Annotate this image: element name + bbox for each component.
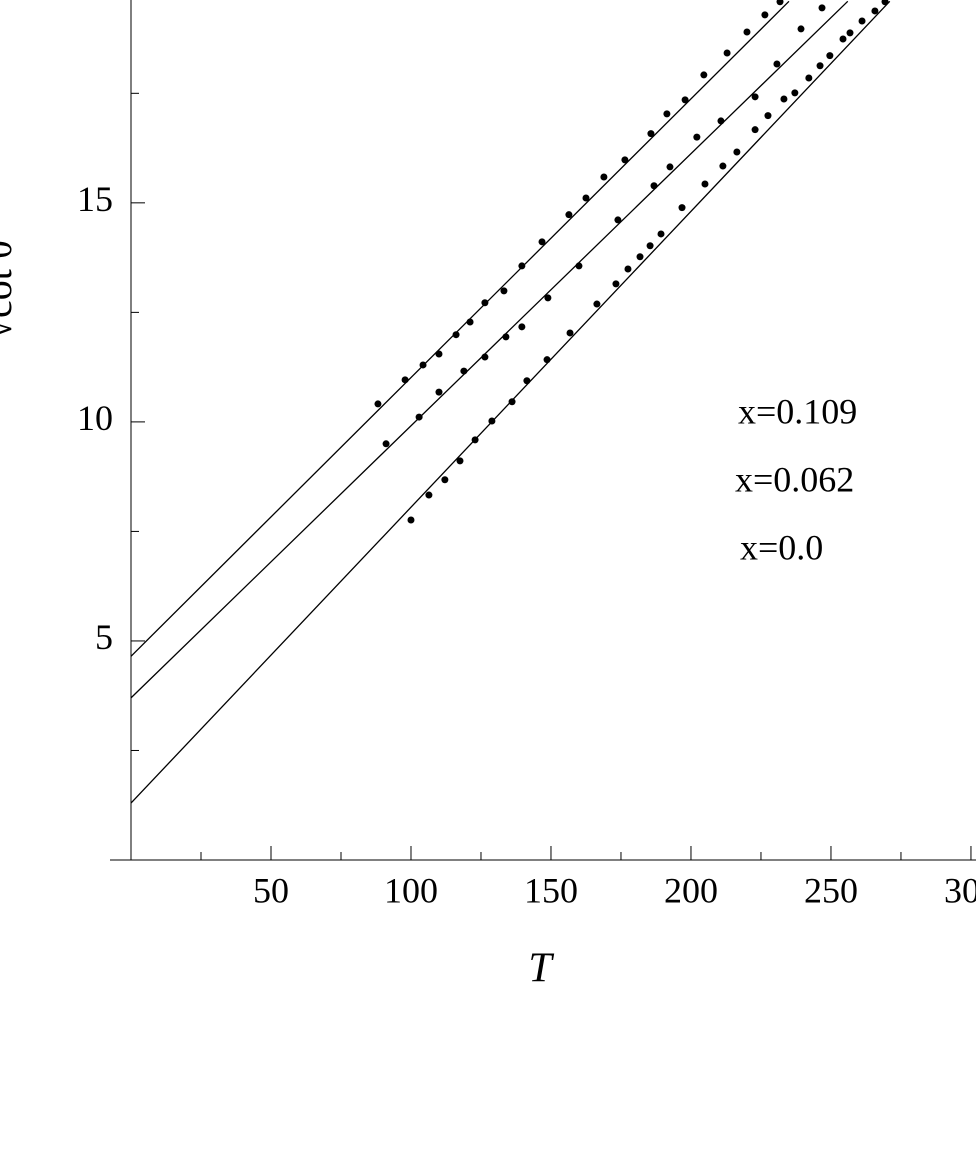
series-label: x=0.109: [738, 391, 857, 431]
data-point: [733, 148, 741, 156]
x-tick-label: 250: [804, 870, 858, 910]
data-point: [575, 262, 583, 270]
data-point: [435, 388, 443, 396]
fit-line: [130, 0, 849, 699]
data-point: [523, 377, 531, 385]
data-point: [582, 194, 590, 202]
data-point: [518, 323, 526, 331]
data-point: [500, 287, 508, 295]
data-point: [681, 96, 689, 104]
data-point: [460, 367, 468, 375]
data-point: [773, 60, 781, 68]
data-point: [435, 350, 443, 358]
data-point: [401, 376, 409, 384]
x-tick-label: 300: [944, 870, 976, 910]
data-point: [481, 299, 489, 307]
data-point: [751, 93, 759, 101]
data-point: [816, 62, 824, 70]
data-point: [543, 356, 551, 364]
data-point: [647, 130, 655, 138]
data-point: [871, 7, 879, 15]
data-point: [415, 413, 423, 421]
data-point: [791, 89, 799, 97]
data-point: [488, 417, 496, 425]
data-point: [678, 204, 686, 212]
data-point: [666, 163, 674, 171]
data-point: [621, 156, 629, 164]
plot-area: [130, 0, 891, 804]
data-point: [780, 95, 788, 103]
fit-line: [130, 0, 790, 657]
data-point: [374, 400, 382, 408]
data-point: [646, 242, 654, 250]
data-point: [700, 71, 708, 79]
data-point: [441, 476, 449, 484]
y-tick-label: 15: [77, 179, 113, 219]
data-point: [650, 182, 658, 190]
series-label: x=0.0: [740, 527, 823, 567]
data-point: [452, 331, 460, 339]
data-point: [858, 17, 866, 25]
data-point: [538, 238, 546, 246]
data-point: [776, 0, 784, 6]
data-point: [657, 230, 665, 238]
data-point: [544, 294, 552, 302]
data-point: [566, 329, 574, 337]
data-point: [743, 28, 751, 36]
data-point: [425, 491, 433, 499]
y-tick-label: 5: [95, 617, 113, 657]
data-point: [751, 126, 759, 134]
x-tick-label: 200: [664, 870, 718, 910]
data-point: [624, 265, 632, 273]
series-label: x=0.062: [735, 459, 854, 499]
data-point: [593, 300, 601, 308]
data-point: [565, 211, 573, 219]
data-point: [701, 180, 709, 188]
x-axis-label: T: [528, 946, 554, 992]
data-point: [764, 112, 772, 120]
data-point: [382, 440, 390, 448]
data-point: [407, 516, 415, 524]
x-tick-label: 100: [384, 870, 438, 910]
data-point: [636, 253, 644, 261]
data-point: [881, 0, 889, 6]
data-point: [839, 35, 847, 43]
data-point: [826, 52, 834, 60]
data-point: [719, 162, 727, 170]
data-point: [456, 457, 464, 465]
data-point: [471, 436, 479, 444]
data-point: [614, 216, 622, 224]
data-point: [846, 29, 854, 37]
data-point: [663, 110, 671, 118]
y-axis-label: √cot θ: [0, 240, 20, 340]
data-point: [600, 173, 608, 181]
data-point: [612, 280, 620, 288]
y-tick-label: 10: [77, 398, 113, 438]
data-point: [481, 353, 489, 361]
data-point: [761, 11, 769, 19]
data-point: [518, 262, 526, 270]
x-tick-label: 50: [253, 870, 289, 910]
data-point: [466, 318, 474, 326]
data-point: [797, 25, 805, 33]
data-point: [502, 333, 510, 341]
data-point: [508, 398, 516, 406]
data-point: [805, 74, 813, 82]
data-point: [693, 133, 701, 141]
data-point: [723, 49, 731, 57]
data-point: [419, 361, 427, 369]
data-point: [818, 4, 826, 12]
data-point: [717, 117, 725, 125]
x-tick-label: 150: [524, 870, 578, 910]
